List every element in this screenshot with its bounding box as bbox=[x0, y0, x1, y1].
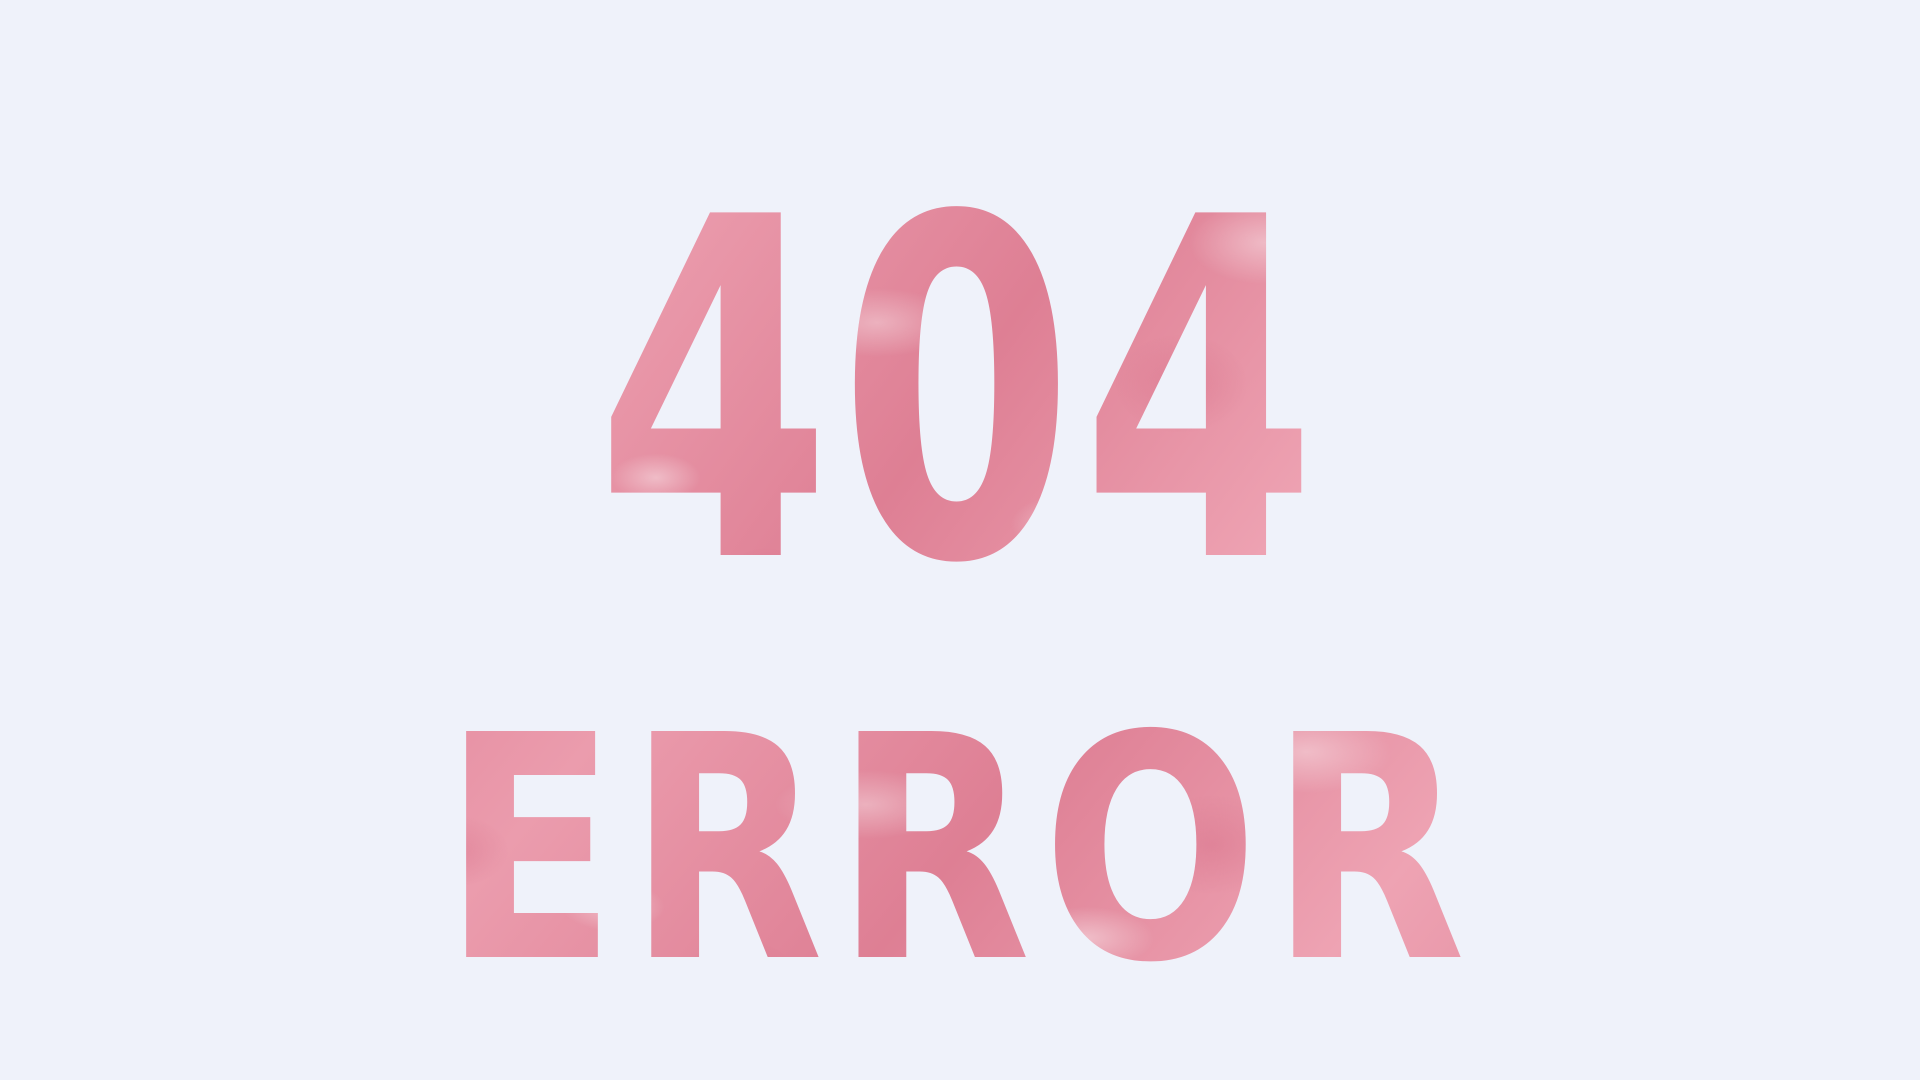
error-label: ERROR bbox=[172, 696, 1748, 1006]
error-code: 404 bbox=[268, 158, 1652, 628]
